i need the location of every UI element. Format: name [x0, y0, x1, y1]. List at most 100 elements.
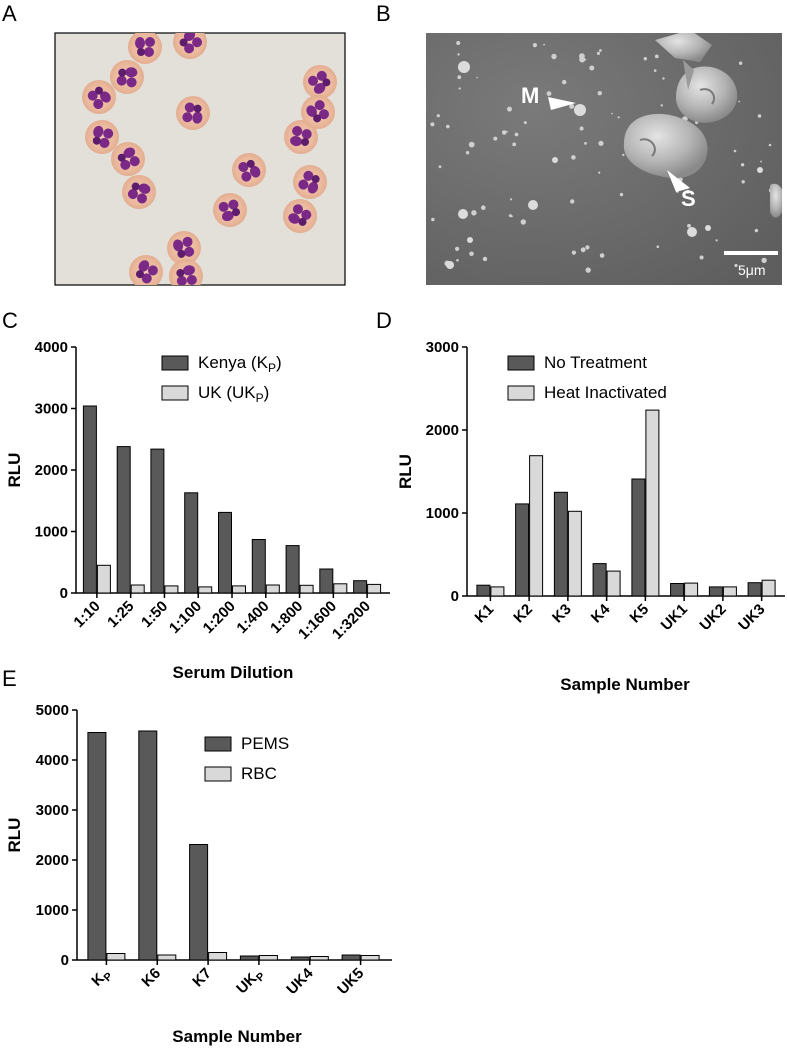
bar-series2 — [208, 952, 228, 961]
y-tick-label: 4000 — [35, 339, 68, 356]
microparticle — [660, 104, 663, 107]
panel-letter-d: D — [376, 308, 392, 333]
microparticle — [738, 100, 741, 103]
microparticle — [585, 267, 591, 273]
legend-swatch — [161, 385, 189, 401]
microparticle — [738, 61, 743, 65]
neutrophil-cell — [232, 153, 266, 187]
microparticle — [467, 237, 473, 243]
bar-series1 — [631, 478, 646, 597]
neutrophil-cell — [169, 259, 203, 285]
x-tick-label: 1:10 — [70, 598, 103, 631]
neutrophil-cell — [293, 165, 327, 199]
bar-series1 — [189, 844, 209, 961]
microparticle — [574, 104, 586, 116]
microparticle — [438, 165, 442, 169]
microparticle — [493, 136, 498, 141]
microparticle — [579, 53, 585, 59]
microparticle — [471, 210, 477, 216]
bar-series2 — [606, 570, 621, 597]
panel-b-sem-image: M S 5μm — [426, 33, 782, 285]
microparticle — [468, 141, 475, 148]
microparticle — [571, 155, 576, 160]
bar-series1 — [515, 503, 530, 597]
bar-series2 — [157, 954, 177, 961]
microparticle — [514, 132, 519, 137]
microparticle — [546, 91, 552, 96]
y-tick-label: 5000 — [36, 702, 69, 719]
microparticle — [456, 259, 459, 262]
x-tick-label: K4 — [588, 600, 614, 626]
arrowhead-s — [667, 170, 690, 192]
y-tick-label: 1000 — [36, 902, 69, 919]
microparticle — [431, 217, 435, 222]
bar-series1 — [319, 568, 334, 594]
legend-label: UK (UKP) — [198, 383, 269, 405]
label-s: S — [681, 186, 696, 211]
microparticle — [598, 171, 601, 174]
neutrophil-cell — [283, 199, 317, 233]
bar-series2 — [265, 584, 280, 594]
microparticle — [584, 142, 587, 145]
neutrophil-cell — [111, 142, 145, 176]
microparticle — [617, 116, 620, 119]
x-axis-title: Sample Number — [172, 1027, 302, 1046]
x-tick-label: UK5 — [334, 965, 367, 998]
microparticle — [481, 205, 486, 210]
scale-bar-label: 5μm — [738, 262, 766, 278]
bar-series1 — [251, 539, 266, 594]
y-axis: 0 1000 2000 3000 4000 5000 — [36, 702, 78, 969]
microparticle — [754, 228, 759, 233]
microparticle — [510, 198, 513, 201]
legend-label: RBC — [241, 764, 277, 783]
microparticle — [532, 43, 538, 48]
sem-cluster — [623, 33, 782, 218]
bar-series1 — [476, 584, 491, 597]
bar-series1 — [592, 563, 607, 597]
x-tick-label: 1:25 — [104, 598, 137, 631]
chart-c-serum-dilution: 0 1000 2000 3000 4000 1:10 1:25 1:501:1001:2001… — [5, 339, 390, 682]
bar-series2 — [722, 586, 737, 597]
y-tick-label: 4000 — [36, 752, 69, 769]
legend-swatch — [507, 355, 535, 371]
microparticle — [705, 225, 711, 231]
bar-series2 — [299, 584, 314, 594]
legend: PEMS RBC — [204, 734, 289, 783]
bar-series1 — [218, 511, 232, 594]
bar-series1 — [184, 492, 199, 594]
x-tick-label: 1:3200 — [329, 598, 374, 643]
bar-series1 — [290, 956, 310, 961]
x-axis-title: Sample Number — [560, 675, 690, 694]
bar-series2 — [567, 510, 582, 597]
microparticle — [597, 91, 602, 96]
neutrophil-cells — [82, 33, 337, 285]
microparticle — [653, 69, 657, 72]
x-axis: K1 K2 K3 K4 K5 UK1 UK2 UK3 — [467, 595, 785, 634]
legend-swatch — [161, 355, 189, 371]
microparticle — [619, 192, 624, 197]
bar-series2 — [164, 585, 179, 594]
microparticle — [715, 239, 718, 242]
bar-series2 — [130, 584, 145, 594]
microparticle — [562, 79, 567, 85]
arrowhead-m — [548, 97, 576, 110]
x-tick-label: 1:200 — [200, 598, 239, 637]
bar-series2 — [761, 579, 776, 597]
microparticle — [571, 250, 577, 255]
panel-letter-c: C — [2, 308, 18, 333]
legend-label: Heat Inactivated — [544, 383, 667, 402]
x-tick-label: K2 — [510, 601, 536, 627]
bar-series1 — [708, 586, 723, 597]
x-axis-title: Serum Dilution — [173, 663, 294, 682]
microparticle — [585, 245, 590, 250]
neutrophil-cell — [122, 175, 156, 209]
neutrophil-cell — [301, 95, 335, 129]
y-tick-label: 2000 — [36, 852, 69, 869]
microparticle — [458, 209, 468, 219]
bar-series2 — [645, 409, 660, 597]
microparticle — [506, 130, 508, 133]
microparticle — [523, 121, 527, 125]
y-tick-label: 3000 — [426, 339, 459, 356]
chart-e-pems-vs-rbc: 0 1000 2000 3000 4000 5000 KP K6 K7 UKP UK4 UK5 RLU S… — [5, 702, 392, 1046]
y-tick-label: 0 — [60, 585, 68, 602]
